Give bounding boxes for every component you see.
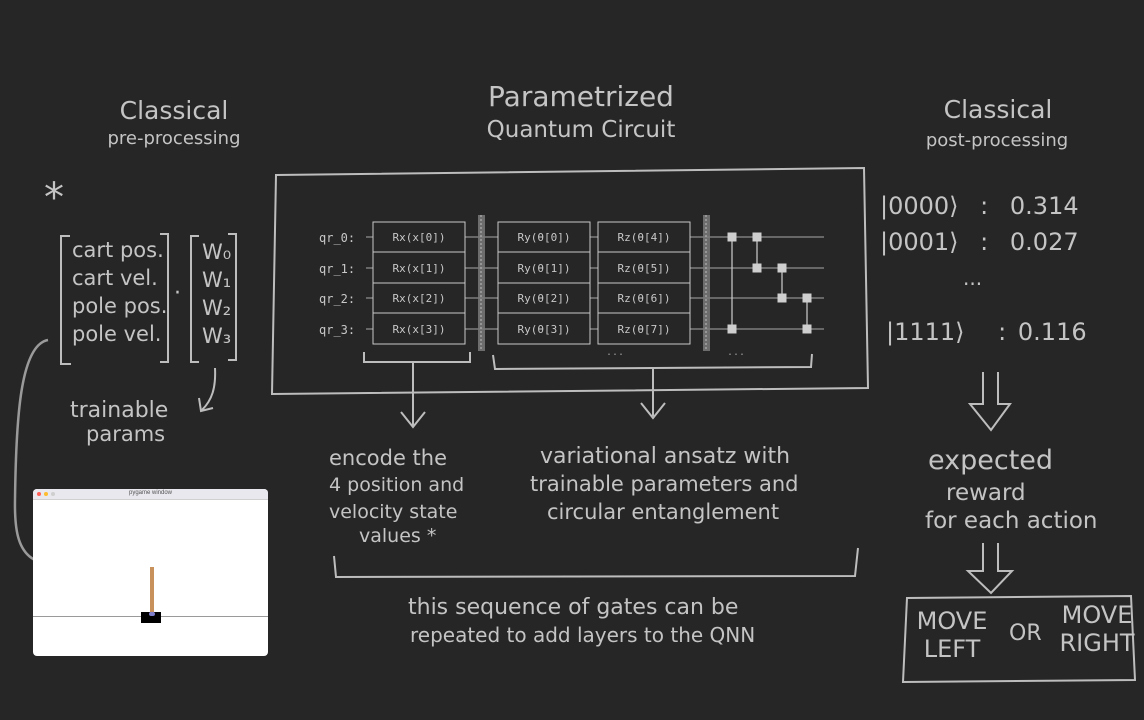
qubit-label-0: qr_0: (319, 231, 355, 245)
trainable-label-2: params (86, 422, 166, 446)
gate-rx-1: Rx(x[1]) (393, 262, 446, 275)
weights-arrow (201, 367, 217, 411)
prob-value: 0.116 (1017, 318, 1087, 346)
prob-row-0000: |0000⟩ : 0.314 (880, 194, 1079, 218)
dot-product: · (174, 281, 181, 306)
prob-row-1111: |1111⟩ : 0.116 (886, 320, 1087, 344)
zoom-dot[interactable] (51, 492, 55, 496)
weight-vector: W₀ W₁ W₂ W₃ (202, 238, 231, 350)
cartpole-window: pygame window (33, 489, 268, 656)
pqc-title-2: Quantum Circuit (486, 117, 676, 143)
vector-right-bracket (160, 233, 169, 363)
encode-line-2: 4 position and (329, 474, 465, 496)
expected-line-2: reward (946, 480, 1026, 506)
close-dot[interactable] (37, 492, 41, 496)
minimize-dot[interactable] (44, 492, 48, 496)
ansatz-line-1: variational ansatz with (540, 444, 791, 469)
encode-brace (363, 352, 471, 363)
qubit-label-1: qr_1: (319, 262, 355, 276)
weight-0: W₀ (202, 240, 232, 264)
weight-1: W₁ (202, 268, 232, 292)
pqc-frame (270, 166, 870, 396)
gate-rz-4: Rz(θ[4]) (618, 231, 671, 244)
vector-left-bracket (60, 235, 71, 365)
action-arrow (965, 543, 1015, 595)
expected-line-1: expected (928, 445, 1054, 476)
qubit-label-3: qr_3: (319, 323, 355, 337)
ellipsis-entangle: ... (727, 347, 745, 358)
ellipsis-ansatz: ... (606, 347, 624, 358)
preprocessing-title-1: Classical (119, 96, 229, 125)
ry-gates: Ry(θ[0]) Ry(θ[1]) Ry(θ[2]) Ry(θ[3]) (497, 221, 591, 345)
prob-value: 0.314 (1009, 192, 1079, 220)
state-vector: cart pos. cart vel. pole pos. pole vel. (72, 236, 167, 348)
rz-gates: Rz(θ[4]) Rz(θ[5]) Rz(θ[6]) Rz(θ[7]) (597, 221, 691, 345)
encode-line-4: values * (359, 525, 437, 547)
encode-arrow-head (400, 411, 426, 429)
action-right-line-2: RIGHT (1059, 629, 1135, 657)
entanglement-gates (727, 232, 812, 334)
prob-ellipsis: ... (963, 266, 983, 290)
gate-ry-2: Ry(θ[2]) (518, 292, 571, 305)
axle (149, 612, 155, 616)
expected-line-3: for each action (925, 508, 1098, 534)
action-or: OR (1009, 621, 1042, 646)
prob-state: |1111⟩ (886, 318, 965, 346)
window-titlebar: pygame window (33, 489, 268, 500)
prob-sep: : (980, 228, 989, 256)
weights-left-bracket (190, 235, 199, 363)
prob-row-0001: |0001⟩ : 0.027 (880, 230, 1079, 254)
repeat-line-2: repeated to add layers to the QNN (410, 623, 756, 647)
gate-rx-3: Rx(x[3]) (393, 323, 446, 336)
ansatz-line-2: trainable parameters and (530, 472, 799, 496)
weight-2: W₂ (202, 296, 232, 320)
action-left-line-1: MOVE (916, 607, 988, 635)
asterisk-note: * (44, 175, 64, 221)
gate-ry-0: Ry(θ[0]) (518, 231, 571, 244)
gate-rz-5: Rz(θ[5]) (618, 262, 671, 275)
action-box (901, 594, 1137, 684)
preprocessing-title-2: pre-processing (107, 128, 241, 149)
action-right: MOVE RIGHT (1057, 601, 1137, 657)
prob-state: |0000⟩ (880, 192, 959, 220)
state-cart-vel: cart vel. (72, 266, 158, 290)
trainable-label-1: trainable (70, 398, 169, 423)
state-cart-pos: cart pos. (72, 238, 164, 262)
window-title: pygame window (128, 490, 173, 496)
gate-rz-7: Rz(θ[7]) (618, 323, 671, 336)
weights-right-bracket (228, 233, 237, 361)
pole (150, 567, 154, 615)
pqc-title-1: Parametrized (488, 80, 674, 113)
postprocessing-title-1: Classical (943, 95, 1053, 124)
gate-rx-0: Rx(x[0]) (393, 231, 446, 244)
encoding-gates: Rx(x[0]) Rx(x[1]) Rx(x[2]) Rx(x[3]) (372, 221, 466, 345)
prob-state: |0001⟩ (880, 228, 959, 256)
weights-arrow-head (198, 397, 214, 413)
action-left-line-2: LEFT (923, 635, 981, 663)
action-left: MOVE LEFT (912, 607, 992, 663)
prob-sep: : (980, 192, 989, 220)
action-right-line-1: MOVE (1061, 601, 1133, 629)
state-pole-pos: pole pos. (72, 294, 168, 318)
gate-ry-3: Ry(θ[3]) (518, 323, 571, 336)
gate-rz-6: Rz(θ[6]) (618, 292, 671, 305)
state-pole-vel: pole vel. (72, 322, 162, 346)
gate-rx-2: Rx(x[2]) (393, 292, 446, 305)
encode-line-1: encode the (329, 446, 448, 470)
expected-arrow (967, 372, 1012, 432)
repeat-line-1: this sequence of gates can be (408, 595, 739, 620)
gate-ry-1: Ry(θ[1]) (518, 262, 571, 275)
prob-sep: : (998, 318, 1007, 346)
qubit-label-2: qr_2: (319, 292, 355, 306)
repeat-brace (333, 547, 859, 579)
postprocessing-title-2: post-processing (925, 130, 1069, 151)
ansatz-line-3: circular entanglement (547, 500, 780, 524)
encode-line-3: velocity state (329, 501, 458, 523)
prob-value: 0.027 (1009, 228, 1079, 256)
weight-3: W₃ (202, 324, 232, 348)
ansatz-arrow-head (640, 402, 666, 420)
cart (141, 612, 161, 623)
